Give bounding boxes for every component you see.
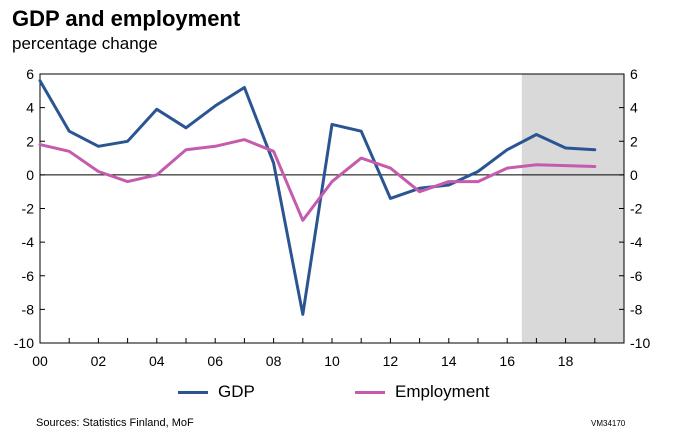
x-tick-label: 18 xyxy=(558,353,574,369)
x-tick-label: 08 xyxy=(266,353,282,369)
y2-tick-label: 0 xyxy=(630,167,638,183)
x-tick-label: 00 xyxy=(32,353,48,369)
legend-label-gdp: GDP xyxy=(218,382,255,401)
x-tick-label: 16 xyxy=(499,353,515,369)
y-tick-label: -6 xyxy=(22,268,35,284)
chart-title: GDP and employment xyxy=(12,6,241,31)
gdp-line xyxy=(38,79,597,316)
source-note: Sources: Statistics Finland, MoF xyxy=(36,417,194,429)
x-tick-label: 14 xyxy=(441,353,457,369)
legend-item-gdp: GDP xyxy=(178,381,255,403)
y-tick-label: -10 xyxy=(14,335,34,351)
y2-tick-label: -8 xyxy=(630,301,643,317)
y2-tick-label: -10 xyxy=(630,335,650,351)
forecast-shade xyxy=(521,74,624,343)
x-tick-label: 06 xyxy=(207,353,223,369)
y-tick-label: 2 xyxy=(26,133,34,149)
legend-swatch-employment xyxy=(355,390,385,394)
legend-label-employment: Employment xyxy=(395,382,490,401)
y-tick-label: -8 xyxy=(22,301,35,317)
x-tick-label: 10 xyxy=(324,353,340,369)
y2-tick-label: 2 xyxy=(630,133,638,149)
y2-tick-label: -2 xyxy=(630,201,643,217)
x-tick-label: 02 xyxy=(91,353,107,369)
y-tick-label: 4 xyxy=(26,100,34,116)
y2-tick-label: -6 xyxy=(630,268,643,284)
y2-tick-label: -4 xyxy=(630,234,643,250)
y-tick-label: -4 xyxy=(22,234,35,250)
y-tick-label: -2 xyxy=(22,201,35,217)
legend-swatch-gdp xyxy=(178,390,208,394)
y-tick-label: 6 xyxy=(26,66,34,82)
legend-item-employment: Employment xyxy=(355,381,489,403)
chart-subtitle: percentage change xyxy=(12,34,158,53)
y2-tick-label: 4 xyxy=(630,100,638,116)
employment-line xyxy=(38,138,597,222)
x-tick-label: 04 xyxy=(149,353,165,369)
chart-code: VM34170 xyxy=(591,419,626,428)
x-tick-label: 12 xyxy=(383,353,399,369)
y2-tick-label: 6 xyxy=(630,66,638,82)
y-tick-label: 0 xyxy=(26,167,34,183)
